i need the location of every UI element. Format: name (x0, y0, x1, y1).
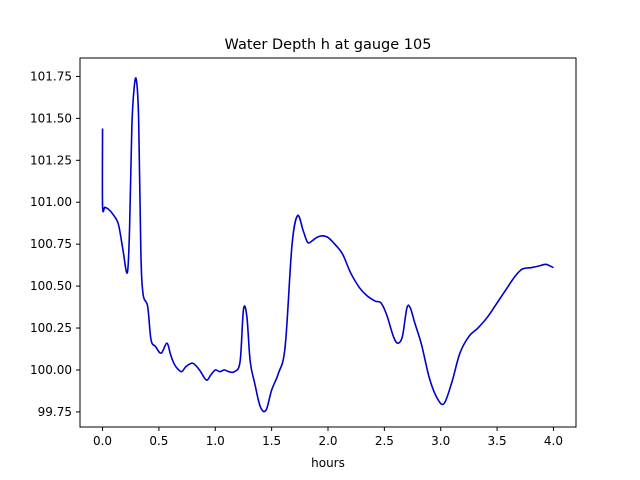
y-tick-label: 100.75 (30, 237, 72, 251)
y-tick-label: 101.75 (30, 69, 72, 83)
chart-title: Water Depth h at gauge 105 (225, 37, 432, 53)
x-tick-label: 0.0 (93, 434, 112, 448)
y-tick-label: 101.25 (30, 153, 72, 167)
x-tick-label: 1.0 (206, 434, 225, 448)
y-tick-label: 100.00 (30, 363, 72, 377)
x-tick-label: 3.5 (488, 434, 507, 448)
y-tick-label: 101.50 (30, 111, 72, 125)
x-tick-label: 3.0 (431, 434, 450, 448)
series-layer (101, 77, 554, 413)
x-tick-label: 2.5 (375, 434, 394, 448)
x-axis: 0.0 0.5 1.0 1.5 2.0 2.5 3.0 3.5 4.0 (93, 427, 563, 448)
series-line (101, 77, 554, 413)
y-tick-label: 99.75 (38, 405, 72, 419)
y-tick-label: 100.25 (30, 321, 72, 335)
x-tick-label: 2.0 (318, 434, 337, 448)
x-axis-label: hours (311, 456, 345, 470)
x-tick-label: 4.0 (544, 434, 563, 448)
x-tick-label: 0.5 (149, 434, 168, 448)
y-tick-label: 100.50 (30, 279, 72, 293)
y-tick-label: 101.00 (30, 195, 72, 209)
x-tick-label: 1.5 (262, 434, 281, 448)
y-axis: 99.75 100.00 100.25 100.50 100.75 101.00 101.2… (30, 69, 80, 419)
